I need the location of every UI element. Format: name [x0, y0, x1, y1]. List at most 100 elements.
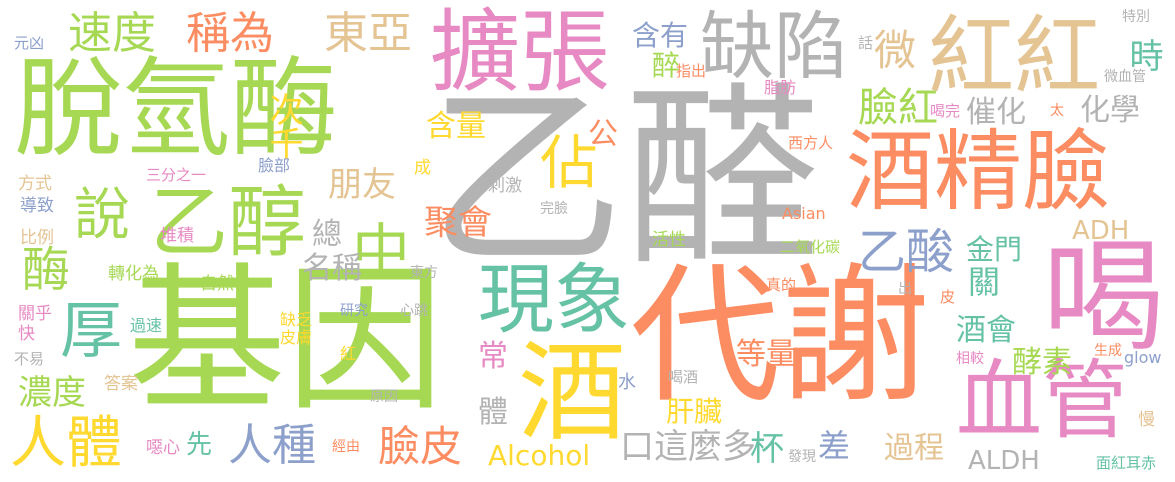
- word-one-third: 三分之一: [146, 166, 207, 184]
- word-thick: 厚: [60, 294, 123, 367]
- word-asian: Asian: [782, 204, 826, 223]
- word-accumulate: 堆積: [160, 226, 194, 246]
- word-really: 真的: [766, 276, 797, 294]
- word-face-skin: 臉皮: [378, 422, 463, 471]
- word-alcohol-flush: 酒精臉: [846, 120, 1111, 223]
- word-nausea: 噁心: [146, 438, 180, 458]
- word-method: 方式: [18, 174, 52, 194]
- word-especially: 特別: [1122, 9, 1150, 25]
- word-difference: 差: [818, 427, 851, 465]
- word-banquet: 酒會: [956, 313, 1016, 348]
- word-adh: ADH: [1072, 216, 1130, 246]
- word-concern: 關乎: [18, 304, 52, 324]
- word-natural: 自然: [200, 274, 234, 294]
- word-first: 先: [186, 430, 213, 460]
- word-fast: 快: [18, 324, 35, 344]
- word-point-out: 指出: [676, 62, 707, 80]
- word-contain: 含有: [632, 19, 689, 52]
- word-relate: 關: [968, 263, 1001, 301]
- word-speed: 速度: [68, 8, 156, 59]
- word-metabolism: 代謝: [630, 250, 931, 424]
- word-red: 紅: [340, 344, 357, 363]
- word-research: 研究: [340, 303, 368, 319]
- word-process: 過程: [884, 431, 944, 466]
- word-drinking: 喝酒: [668, 368, 699, 386]
- word-out: 出: [898, 281, 912, 297]
- word-slight: 微: [874, 26, 917, 75]
- word-public: 公: [588, 117, 618, 152]
- word-defect: 缺陷: [700, 4, 848, 90]
- word-phenomenon: 現象: [478, 255, 630, 344]
- word-lack: 缺乏: [280, 310, 313, 329]
- word-time: 時: [1123, 38, 1163, 72]
- word-face-red: 臉紅: [858, 85, 938, 131]
- word-east-asia: 東亞: [324, 8, 412, 59]
- word-water: 水: [618, 372, 636, 393]
- word-blood-vessel: 血管: [956, 351, 1128, 451]
- word-middle: 中: [352, 217, 411, 285]
- word-ci-qian: 次千: [263, 92, 303, 160]
- word-not-easy: 不易: [14, 350, 45, 368]
- word-face-part: 臉部: [258, 156, 291, 175]
- word-discover: 發現: [788, 449, 816, 465]
- word-dilate: 擴張: [430, 0, 610, 105]
- word-peel: 皮: [940, 288, 956, 306]
- word-too: 太: [1050, 103, 1064, 119]
- word-aldh: ALDH: [968, 446, 1040, 476]
- word-enzyme: 酶: [22, 242, 71, 298]
- word-complete-face: 完臉: [540, 201, 568, 217]
- word-say: 說: [74, 183, 130, 248]
- word-acetic-acid: 乙酸: [858, 224, 955, 280]
- word-friend: 朋友: [328, 165, 396, 205]
- word-body: 體: [478, 395, 508, 430]
- word-convert-to: 轉化為: [108, 264, 159, 284]
- word-fat: 脂肪: [764, 78, 797, 97]
- word-ethanol: 乙醇: [150, 178, 307, 268]
- word-catalyze: 催化: [966, 95, 1026, 130]
- word-occupy: 佔: [540, 129, 599, 197]
- word-compared: 相較: [956, 351, 984, 367]
- word-heartbeat: 心跳: [400, 303, 428, 319]
- word-capillary: 微血管: [1104, 69, 1146, 85]
- word-produce: 生成: [1094, 343, 1122, 359]
- word-equal-amount: 等量: [736, 337, 796, 372]
- word-flushed-face: 面紅耳赤: [1096, 454, 1157, 472]
- word-westerner: 西方人: [788, 134, 834, 152]
- word-human-body: 人體: [10, 411, 122, 476]
- word-liver: 肝臟: [666, 395, 723, 428]
- word-answer: 答案: [104, 374, 138, 394]
- word-name: 名稱: [302, 251, 362, 286]
- word-total: 總: [312, 217, 342, 252]
- word-enzymes: 酵素: [1012, 345, 1072, 380]
- word-concentration: 濃度: [18, 373, 86, 413]
- word-drunk: 醉: [652, 49, 681, 82]
- word-skin: 皮膚: [280, 328, 313, 347]
- word-often: 常: [478, 339, 508, 374]
- word-gathering: 聚會: [424, 203, 492, 243]
- word-cause: 導致: [20, 196, 54, 216]
- word-liquor: 酒: [518, 331, 627, 456]
- word-alcohol-en: Alcohol: [488, 439, 591, 472]
- word-activity: 活性: [652, 230, 686, 250]
- word-slow: 慢: [1138, 410, 1155, 430]
- word-chemistry: 化學: [1080, 93, 1140, 128]
- word-eastern: 東方: [410, 265, 438, 281]
- word-culprit: 元凶: [14, 34, 45, 52]
- word-words: 話: [858, 34, 874, 52]
- word-reason: 原因: [370, 389, 398, 405]
- word-stimulate: 刺激: [488, 176, 522, 196]
- word-acetaldehyde: 乙醛: [428, 66, 821, 294]
- word-called: 稱為: [186, 8, 274, 59]
- word-so-many-sips: 口這麼多: [620, 427, 756, 467]
- word-gene: 基因: [128, 249, 444, 433]
- word-kinmen: 金門: [966, 233, 1023, 266]
- word-carbon-dioxide: 二氧化碳: [780, 238, 841, 256]
- word-amount: 含量: [426, 109, 486, 144]
- word-become: 成: [414, 158, 431, 178]
- word-drink: 喝: [1022, 232, 1164, 354]
- word-glow: glow: [1124, 348, 1162, 367]
- word-finish-drinking: 喝完: [930, 102, 961, 120]
- word-too-fast: 過速: [130, 316, 163, 335]
- word-race: 人種: [228, 420, 316, 471]
